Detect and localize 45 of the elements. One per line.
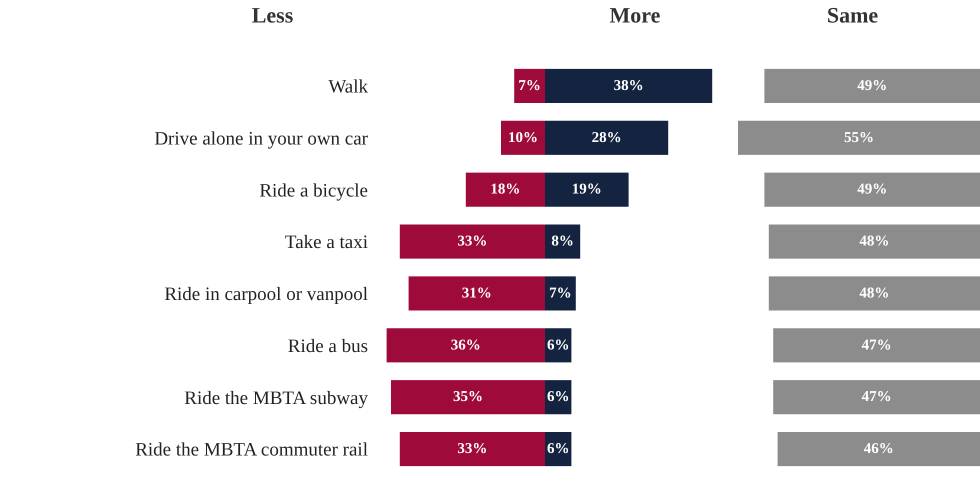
data-label: 8% bbox=[551, 234, 574, 250]
data-label: 47% bbox=[862, 389, 892, 406]
y-tick-label: Drive alone in your own car bbox=[154, 128, 369, 150]
data-label: 33% bbox=[457, 234, 488, 250]
bar bbox=[545, 276, 576, 311]
y-tick-label: Ride a bus bbox=[288, 336, 368, 357]
data-label: 7% bbox=[549, 285, 572, 302]
data-label: 48% bbox=[859, 285, 890, 302]
bar bbox=[768, 224, 980, 259]
y-tick-label: Ride in carpool or vanpool bbox=[164, 284, 368, 306]
data-label: 48% bbox=[859, 234, 890, 250]
data-label: 46% bbox=[864, 441, 894, 458]
chart-title: More bbox=[610, 2, 661, 28]
data-label: 6% bbox=[546, 441, 570, 458]
data-label: 7% bbox=[518, 78, 541, 94]
bar bbox=[514, 68, 545, 104]
data-label: 47% bbox=[862, 337, 892, 354]
data-label: 38% bbox=[614, 78, 644, 94]
data-label: 49% bbox=[857, 182, 888, 198]
bar bbox=[778, 432, 980, 466]
data-label: 28% bbox=[592, 130, 622, 146]
data-label: 49% bbox=[857, 78, 888, 94]
chart-title: Less bbox=[252, 2, 294, 28]
y-tick-label: Ride the MBTA subway bbox=[184, 388, 368, 409]
data-label: 6% bbox=[546, 389, 570, 406]
data-label: 35% bbox=[453, 389, 483, 406]
bar bbox=[764, 68, 980, 104]
chart-title: Same bbox=[826, 2, 878, 28]
data-label: 33% bbox=[457, 441, 488, 458]
bar bbox=[773, 328, 980, 362]
data-label: 18% bbox=[490, 182, 520, 198]
bar bbox=[738, 120, 980, 155]
bar bbox=[768, 276, 980, 311]
data-label: 19% bbox=[572, 182, 602, 198]
y-tick-label: Take a taxi bbox=[284, 232, 368, 254]
data-label: 10% bbox=[508, 130, 538, 146]
data-label: 6% bbox=[546, 337, 570, 354]
data-label: 36% bbox=[450, 337, 481, 354]
data-label: 55% bbox=[844, 130, 874, 146]
y-tick-label: Ride the MBTA commuter rail bbox=[135, 440, 368, 461]
data-label: 31% bbox=[462, 285, 492, 302]
y-tick-label: Walk bbox=[328, 76, 368, 98]
y-tick-label: Ride a bicycle bbox=[259, 180, 368, 202]
bar bbox=[773, 380, 980, 414]
bar bbox=[764, 172, 980, 207]
